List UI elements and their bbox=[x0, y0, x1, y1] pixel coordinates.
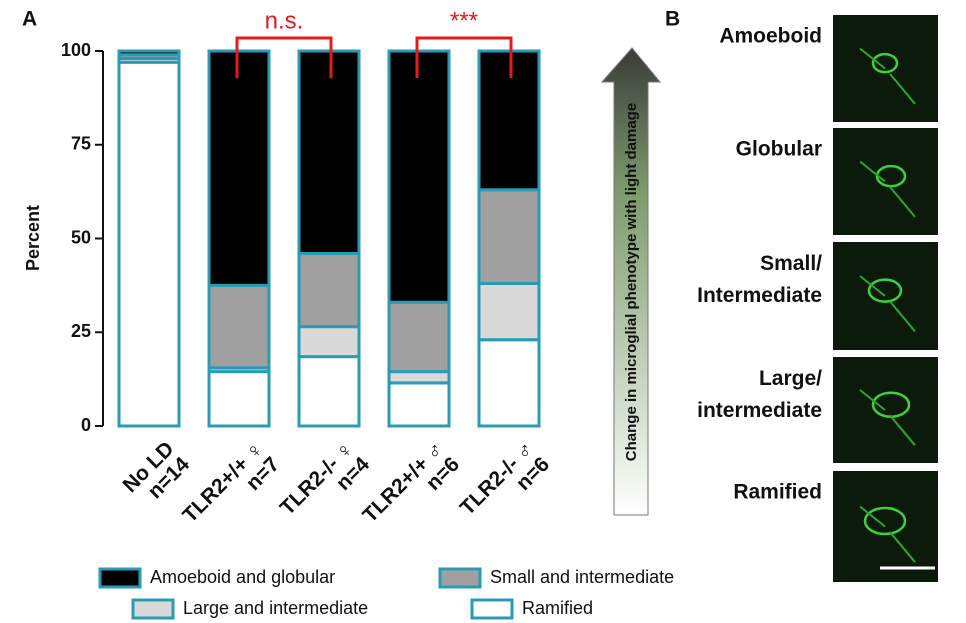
bar-segment bbox=[299, 51, 359, 254]
panel-label: A bbox=[22, 8, 37, 31]
significance-label: *** bbox=[450, 7, 478, 34]
figure: A Percent Change in microglial phenotype… bbox=[0, 0, 966, 623]
bar-segment bbox=[209, 372, 269, 426]
bar-segment bbox=[389, 383, 449, 426]
y-tick-label: 100 bbox=[61, 40, 91, 60]
image-label: Globular bbox=[736, 138, 822, 161]
legend-swatch bbox=[100, 569, 140, 587]
bar-segment bbox=[479, 51, 539, 190]
bar-segment bbox=[299, 357, 359, 426]
bar-segment bbox=[479, 190, 539, 284]
micrograph bbox=[833, 128, 938, 235]
x-tick-label-group: TLR2-/- ♂n=6 bbox=[456, 437, 554, 535]
bar-segment bbox=[119, 51, 179, 55]
bar-segment bbox=[389, 302, 449, 371]
bar-segment bbox=[209, 285, 269, 368]
image-label: Amoeboid bbox=[719, 25, 822, 48]
panel-b: Amoeboid Globular Small/Intermediate Large/… bbox=[697, 15, 938, 582]
micrograph bbox=[833, 357, 938, 463]
y-tick-label: 25 bbox=[71, 321, 91, 341]
micrograph bbox=[833, 471, 938, 582]
legend-label: Large and intermediate bbox=[183, 598, 368, 618]
y-tick-label: 75 bbox=[71, 134, 91, 154]
legend-swatch bbox=[133, 600, 173, 618]
x-tick-label-group: No LDn=14 bbox=[118, 437, 194, 513]
legend-swatch bbox=[472, 600, 512, 618]
bar-segment bbox=[479, 340, 539, 426]
y-axis-label: Percent bbox=[23, 205, 43, 271]
x-tick-label-group: TLR2-/- ♀n=4 bbox=[276, 437, 374, 535]
bar-segment bbox=[479, 284, 539, 340]
bar-segment bbox=[389, 372, 449, 383]
bar-segment bbox=[209, 51, 269, 285]
bar-segment bbox=[389, 51, 449, 302]
legend-label: Ramified bbox=[522, 598, 593, 618]
y-tick-label: 0 bbox=[81, 415, 91, 435]
micrograph bbox=[833, 15, 938, 122]
arrow-text: Change in microglial phenotype with ligh… bbox=[623, 103, 640, 461]
legend-label: Small and intermediate bbox=[490, 567, 674, 587]
legend-label: Amoeboid and globular bbox=[150, 567, 335, 587]
y-tick-label: 50 bbox=[71, 227, 91, 247]
micrograph bbox=[833, 242, 938, 350]
image-label: Small/Intermediate bbox=[697, 252, 822, 307]
x-tick-label-group: TLR2+/+ ♂n=6 bbox=[358, 437, 464, 543]
bar-segment bbox=[299, 254, 359, 327]
image-label: Large/intermediate bbox=[697, 367, 822, 422]
x-tick-label-group: TLR2+/+ ♀n=7 bbox=[178, 437, 284, 543]
legend-swatch bbox=[440, 569, 480, 587]
bar-segment bbox=[299, 327, 359, 357]
panel-label: B bbox=[665, 8, 680, 31]
image-label: Ramified bbox=[733, 481, 822, 504]
significance-label: n.s. bbox=[265, 7, 304, 34]
bar-segment bbox=[119, 62, 179, 426]
